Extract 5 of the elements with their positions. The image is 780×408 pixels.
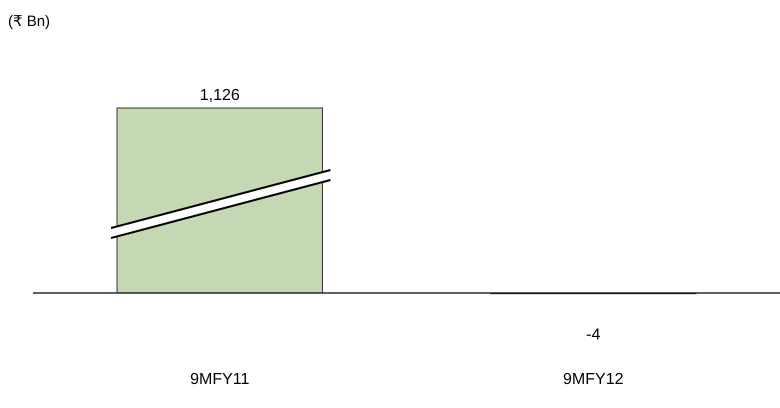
- x-tick-label: 9MFY11: [190, 371, 250, 388]
- x-tick-label: 9MFY12: [563, 371, 624, 388]
- chart-title: (₹ Bn): [8, 13, 50, 30]
- data-label: -4: [586, 326, 600, 344]
- data-label: 1,126: [200, 87, 240, 104]
